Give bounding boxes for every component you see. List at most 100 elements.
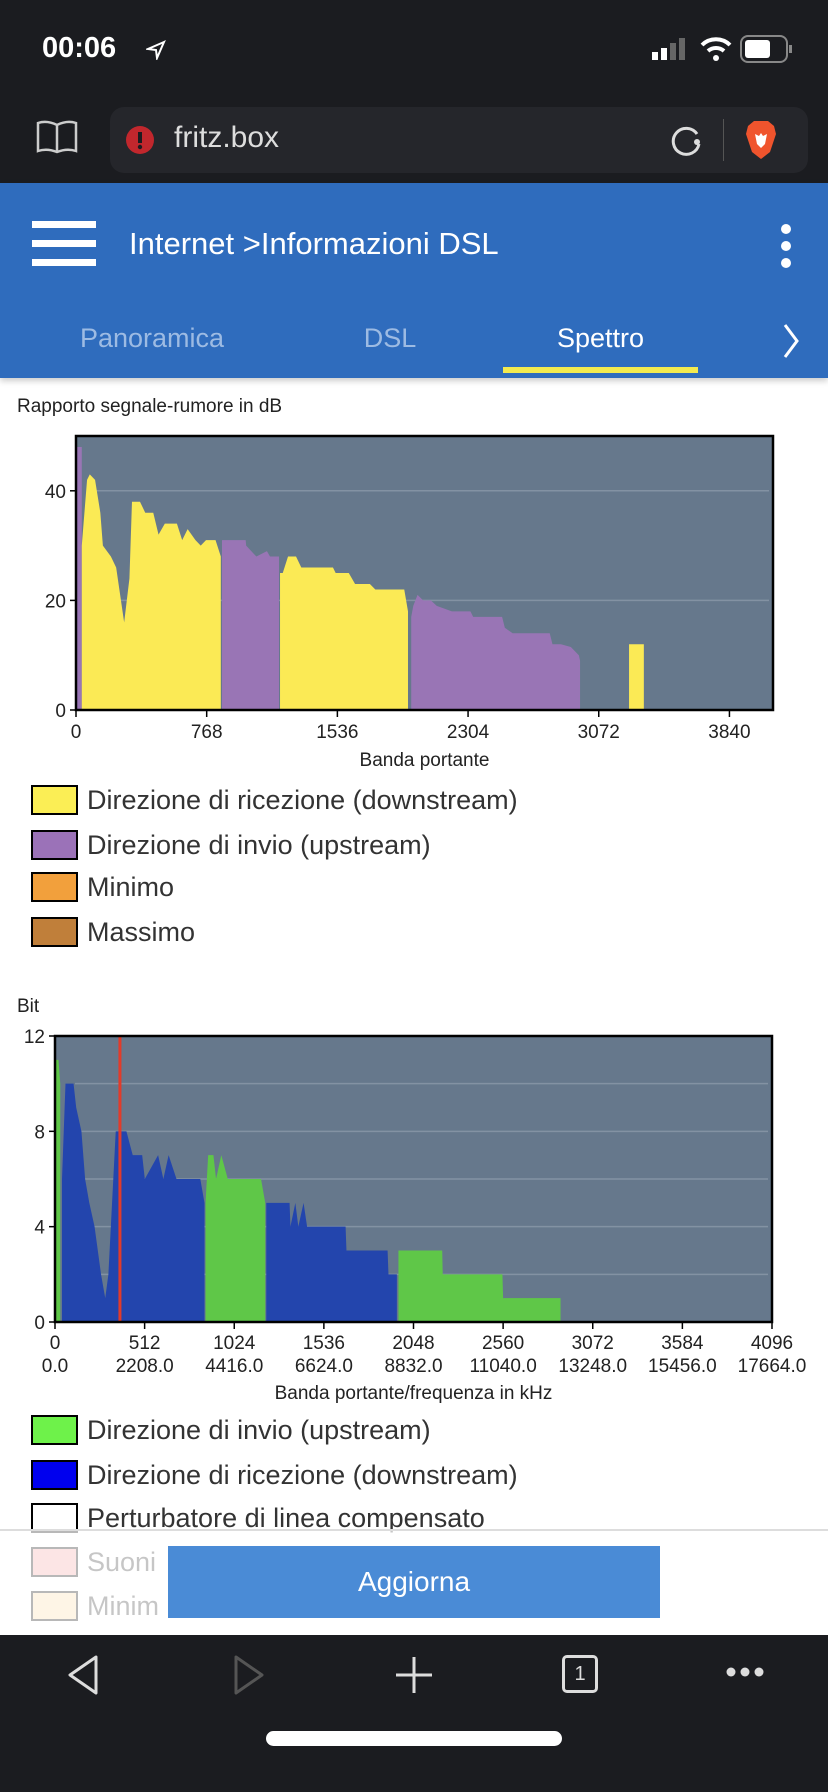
x-tick-label: 15456.0 (648, 1356, 717, 1377)
page-title: Informazioni DSL (260, 226, 499, 261)
legend-swatch (31, 872, 78, 902)
y-tick-label: 8 (34, 1122, 45, 1143)
bit-chart: 0 4 8 12 (24, 1027, 774, 1330)
bookmarks-icon[interactable] (36, 120, 78, 154)
legend-label: Massimo (87, 916, 196, 947)
more-options-icon[interactable] (778, 223, 794, 269)
series-area-b (81, 474, 221, 710)
legend-label: Perturbatore di linea compensato (87, 1502, 485, 1533)
x-tick-label: 1536 (302, 1333, 346, 1354)
x-tick-label: 6624.0 (294, 1356, 353, 1377)
legend-swatch (31, 785, 78, 815)
app-header: Internet >Informazioni DSL Panoramica DS… (0, 183, 828, 378)
legend-item[interactable]: Direzione di invio (upstream) (31, 1414, 431, 1446)
x-tick-label: 13248.0 (558, 1356, 628, 1377)
x-tick-label: 2560 (481, 1333, 525, 1354)
url-text: fritz.box (174, 121, 280, 154)
reload-icon[interactable] (670, 124, 704, 158)
x-tick-label: 11040.0 (469, 1356, 537, 1377)
legend-label: Direzione di ricezione (downstream) (87, 784, 518, 815)
refresh-button[interactable]: Aggiorna (168, 1546, 660, 1618)
tabs-scroll-right-icon[interactable] (782, 323, 800, 359)
series-area-b (62, 1083, 205, 1322)
clock: 00:06 (42, 32, 117, 64)
legend-label: Direzione di invio (upstream) (87, 829, 431, 860)
x-tick-label: 4416.0 (205, 1356, 264, 1377)
snr-chart: 0 20 40 (45, 434, 775, 720)
x-tick-label: 0 (70, 722, 82, 743)
series-area-b (266, 1202, 397, 1322)
y-tick-label: 0 (34, 1313, 45, 1330)
legend-item[interactable]: Direzione di invio (upstream) (31, 829, 431, 861)
bit-chart-title: Bit (17, 996, 40, 1017)
y-tick-label: 12 (24, 1027, 45, 1048)
tab-panoramica[interactable]: Panoramica (79, 323, 225, 353)
x-tick-label: 768 (190, 722, 223, 743)
legend-item[interactable]: Massimo (31, 916, 195, 948)
tabs-button[interactable]: 1 (562, 1655, 598, 1693)
series-area-a (55, 1059, 61, 1322)
snr-x-axis-label: Banda portante (359, 750, 490, 771)
legend-swatch (31, 1415, 78, 1445)
series-area-a (411, 594, 581, 710)
brave-shield-icon[interactable] (744, 120, 778, 160)
y-tick-label: 40 (45, 482, 66, 503)
status-bar: 00:06 (0, 0, 828, 92)
divider (723, 119, 724, 161)
breadcrumb-separator: > (242, 226, 261, 261)
x-tick-label: 2048 (392, 1333, 435, 1354)
location-arrow-icon (146, 40, 166, 60)
hamburger-menu-button[interactable] (32, 221, 96, 267)
x-tick-label: 2208.0 (115, 1356, 174, 1377)
legend-item[interactable]: Perturbatore di linea compensato (31, 1502, 485, 1534)
legend-swatch (31, 1460, 78, 1490)
x-tick-label: 2304 (446, 722, 490, 743)
browser-toolbar: 1 (0, 1635, 828, 1792)
browser-address-row: fritz.box (0, 92, 828, 183)
x-tick-label: 1024 (213, 1333, 256, 1354)
breadcrumb-parent[interactable]: Internet (129, 226, 235, 261)
series-area-a (398, 1250, 561, 1322)
signal-icon (652, 38, 685, 60)
wifi-icon (700, 37, 732, 61)
new-tab-icon[interactable] (396, 1655, 432, 1695)
x-tick-label: 3072 (577, 722, 620, 743)
tab-dsl[interactable]: DSL (363, 323, 417, 353)
snr-chart-title: Rapporto segnale-rumore in dB (17, 396, 283, 417)
y-tick-label: 4 (34, 1218, 45, 1239)
series-area-b (280, 556, 408, 710)
more-menu-icon[interactable] (726, 1665, 764, 1679)
address-bar[interactable]: fritz.box (110, 107, 808, 173)
legend-label: Minimo (87, 871, 175, 902)
y-tick-label: 0 (55, 701, 66, 720)
active-tab-indicator (503, 367, 698, 373)
x-tick-label: 4096 (750, 1333, 794, 1354)
breadcrumb: Internet >Informazioni DSL (129, 226, 499, 262)
warning-icon (126, 126, 154, 154)
tab-spettro[interactable]: Spettro (556, 323, 645, 353)
legend-swatch (31, 917, 78, 947)
legend-swatch (31, 830, 78, 860)
legend-item[interactable]: Direzione di ricezione (downstream) (31, 1459, 518, 1491)
legend-swatch (31, 1503, 78, 1533)
x-tick-label: 1536 (316, 722, 359, 743)
y-tick-label: 20 (45, 591, 66, 612)
series-area-a (76, 446, 82, 710)
x-tick-label: 0.0 (41, 1356, 69, 1377)
legend-item[interactable]: Minimo (31, 871, 174, 903)
x-tick-label: 3584 (661, 1333, 704, 1354)
legend-label: Direzione di ricezione (downstream) (87, 1459, 518, 1490)
back-icon[interactable] (66, 1655, 100, 1695)
series-area-a (205, 1155, 266, 1322)
x-tick-label: 17664.0 (737, 1356, 807, 1377)
bit-x-axis-label: Banda portante/frequenza in kHz (274, 1383, 553, 1404)
series-area-b (629, 644, 644, 710)
battery-icon (740, 35, 792, 63)
forward-icon[interactable] (232, 1655, 266, 1695)
x-tick-label: 3840 (708, 722, 751, 743)
x-tick-label: 8832.0 (384, 1356, 443, 1377)
x-tick-label: 512 (128, 1333, 161, 1354)
legend-item[interactable]: Direzione di ricezione (downstream) (31, 784, 518, 816)
legend-label: Direzione di invio (upstream) (87, 1414, 431, 1445)
series-area-a (222, 540, 280, 710)
